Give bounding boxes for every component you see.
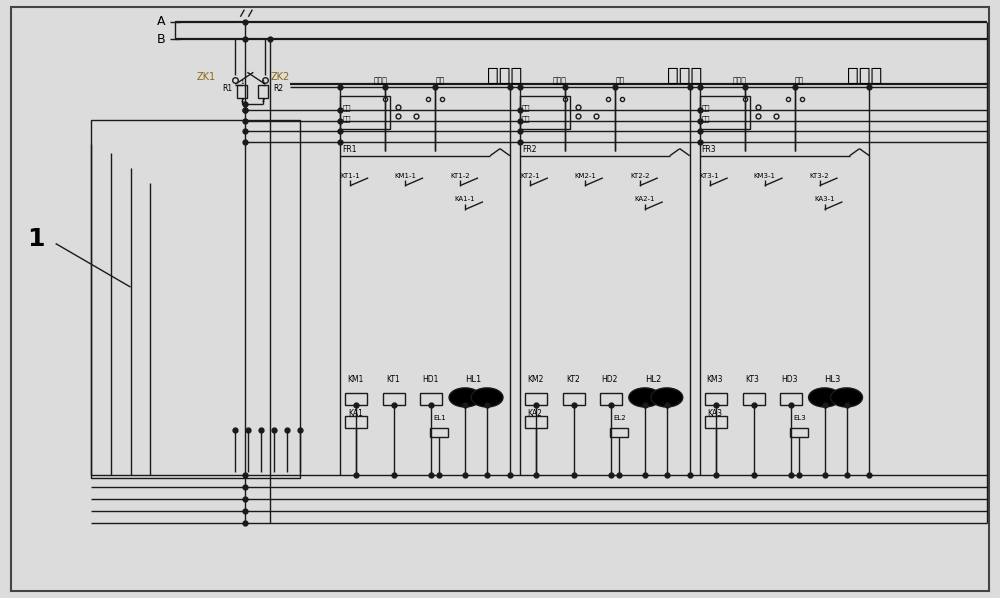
Text: KT2-1: KT2-1 <box>520 172 540 178</box>
Text: 2: 2 <box>241 98 244 103</box>
Text: 2: 2 <box>262 98 265 103</box>
Text: KT2-2: KT2-2 <box>630 172 650 178</box>
Bar <box>345 416 367 428</box>
Text: KA3-1: KA3-1 <box>814 196 835 202</box>
Text: R2: R2 <box>273 84 283 93</box>
Text: 1: 1 <box>241 80 244 85</box>
Text: FR2: FR2 <box>522 145 536 154</box>
Text: KM2: KM2 <box>527 375 543 384</box>
Bar <box>111 144 280 454</box>
Text: 逆转: 逆转 <box>522 104 530 111</box>
Text: 手动: 手动 <box>615 77 624 86</box>
Text: EL3: EL3 <box>793 416 806 422</box>
Text: 手动: 手动 <box>435 77 445 86</box>
Text: 自动停: 自动停 <box>553 77 567 86</box>
Text: KT2: KT2 <box>566 375 580 384</box>
Bar <box>91 120 300 478</box>
Text: KT1: KT1 <box>386 375 400 384</box>
Bar <box>345 393 367 405</box>
Text: KA1: KA1 <box>348 409 363 418</box>
Text: 手动: 手动 <box>795 77 804 86</box>
Bar <box>790 428 808 437</box>
Text: HD1: HD1 <box>422 375 438 384</box>
Text: HL2: HL2 <box>645 375 661 384</box>
Text: HD3: HD3 <box>781 375 798 384</box>
Text: KM3-1: KM3-1 <box>754 172 776 178</box>
Text: ZK2: ZK2 <box>270 72 290 82</box>
Bar <box>700 96 750 129</box>
Text: HD2: HD2 <box>602 375 618 384</box>
Bar <box>383 393 405 405</box>
Text: KM1: KM1 <box>347 375 363 384</box>
Text: 第二路: 第二路 <box>667 66 702 85</box>
Text: KT3-1: KT3-1 <box>700 172 720 178</box>
Text: FR1: FR1 <box>342 145 357 154</box>
Text: 逆转: 逆转 <box>342 104 351 111</box>
Text: KM1-1: KM1-1 <box>394 172 416 178</box>
Text: 1: 1 <box>262 80 265 85</box>
Bar <box>600 393 622 405</box>
Bar <box>131 168 260 430</box>
Text: KA2-1: KA2-1 <box>635 196 655 202</box>
Text: 接级: 接级 <box>522 116 530 123</box>
Text: HL1: HL1 <box>465 375 481 384</box>
Bar <box>780 393 802 405</box>
Text: EL2: EL2 <box>614 416 626 422</box>
Text: KT1-1: KT1-1 <box>340 172 360 178</box>
Bar <box>705 416 727 428</box>
Circle shape <box>449 388 481 407</box>
Text: ZK1: ZK1 <box>196 72 215 82</box>
Text: EL1: EL1 <box>434 416 446 422</box>
Text: 1: 1 <box>27 227 44 251</box>
Text: 第三路: 第三路 <box>847 66 882 85</box>
Text: KT1-2: KT1-2 <box>450 172 470 178</box>
Text: FR3: FR3 <box>702 145 716 154</box>
Bar <box>525 393 547 405</box>
Bar <box>430 428 448 437</box>
Bar <box>610 428 628 437</box>
Text: KA2: KA2 <box>528 409 542 418</box>
Bar <box>340 96 390 129</box>
Text: KT3-2: KT3-2 <box>810 172 829 178</box>
Text: R1: R1 <box>222 84 232 93</box>
Text: KA1-1: KA1-1 <box>455 196 475 202</box>
Text: 接级: 接级 <box>702 116 710 123</box>
Bar <box>705 393 727 405</box>
Text: 接级: 接级 <box>342 116 351 123</box>
Text: A: A <box>157 15 165 28</box>
Text: KM2-1: KM2-1 <box>574 172 596 178</box>
Circle shape <box>471 388 503 407</box>
Circle shape <box>809 388 841 407</box>
Text: 自动停: 自动停 <box>373 77 387 86</box>
Circle shape <box>651 388 683 407</box>
Text: 逆转: 逆转 <box>702 104 710 111</box>
Bar <box>258 85 268 98</box>
Bar <box>237 85 247 98</box>
Text: HL3: HL3 <box>824 375 841 384</box>
Bar <box>420 393 442 405</box>
Text: KM3: KM3 <box>706 375 723 384</box>
Text: 自动停: 自动停 <box>733 77 747 86</box>
Circle shape <box>831 388 862 407</box>
Bar <box>525 416 547 428</box>
Text: KT3: KT3 <box>746 375 760 384</box>
Text: B: B <box>157 33 165 46</box>
Bar <box>563 393 585 405</box>
Circle shape <box>629 388 661 407</box>
Bar <box>743 393 765 405</box>
Text: KA3: KA3 <box>707 409 722 418</box>
Text: 第一路: 第一路 <box>487 66 523 85</box>
Bar <box>520 96 570 129</box>
